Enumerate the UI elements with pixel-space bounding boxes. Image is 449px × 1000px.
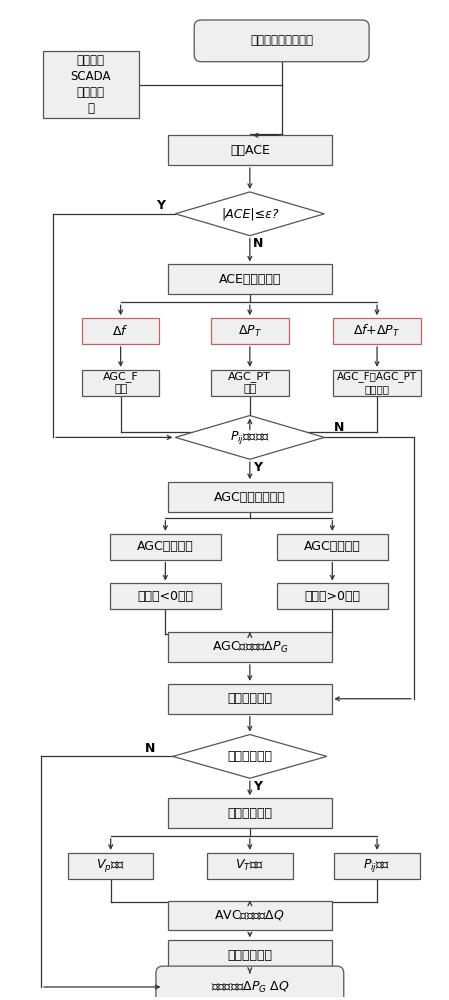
FancyBboxPatch shape [335,853,420,879]
FancyBboxPatch shape [333,370,421,396]
FancyBboxPatch shape [82,318,159,344]
FancyBboxPatch shape [168,135,332,165]
Polygon shape [173,735,327,778]
FancyBboxPatch shape [110,534,221,560]
Text: 是否存在越限: 是否存在越限 [227,750,273,763]
Text: ACE不合格原因: ACE不合格原因 [219,273,281,286]
Text: $P_{ij}$是否重载: $P_{ij}$是否重载 [230,429,270,446]
FancyBboxPatch shape [168,482,332,512]
Text: AGC调节量：$\Delta P_G$: AGC调节量：$\Delta P_G$ [211,640,288,655]
FancyBboxPatch shape [110,583,221,609]
FancyBboxPatch shape [168,901,332,930]
Text: 潮流计算校验: 潮流计算校验 [227,692,273,705]
Text: $\Delta f$+$\Delta P_T$: $\Delta f$+$\Delta P_T$ [353,323,401,339]
Text: 灵敏度<0优先: 灵敏度<0优先 [137,590,194,603]
Text: Y: Y [253,780,262,793]
Text: AGC减小出力: AGC减小出力 [304,540,361,553]
FancyBboxPatch shape [211,370,289,396]
Text: 产生越限变量: 产生越限变量 [227,807,273,820]
Text: 上一控制层级基准値: 上一控制层级基准値 [250,34,313,47]
Text: N: N [334,421,344,434]
FancyBboxPatch shape [168,940,332,970]
Text: AGC_F
动作: AGC_F 动作 [103,371,139,394]
Text: 计算ACE: 计算ACE [230,144,270,157]
Text: $P_{ij}$越限: $P_{ij}$越限 [363,857,391,874]
Text: N: N [253,237,263,250]
FancyBboxPatch shape [207,853,293,879]
FancyBboxPatch shape [277,534,388,560]
Text: AGC增加出力: AGC增加出力 [137,540,194,553]
FancyBboxPatch shape [168,264,332,294]
Polygon shape [175,416,324,459]
Polygon shape [175,192,324,236]
FancyBboxPatch shape [194,20,369,62]
FancyBboxPatch shape [43,51,139,118]
FancyBboxPatch shape [211,318,289,344]
FancyBboxPatch shape [277,583,388,609]
FancyBboxPatch shape [82,370,159,396]
FancyBboxPatch shape [333,318,421,344]
Text: 输出指令：$\Delta P_G$ $\Delta Q$: 输出指令：$\Delta P_G$ $\Delta Q$ [211,979,289,995]
Text: AVC调节量：$\Delta Q$: AVC调节量：$\Delta Q$ [215,908,285,922]
Text: 潮流计算校验: 潮流计算校验 [227,949,273,962]
FancyBboxPatch shape [168,632,332,662]
Text: 负荷扰动
SCADA
实时测量
値: 负荷扰动 SCADA 实时测量 値 [70,54,111,115]
Text: $\Delta f$: $\Delta f$ [112,324,129,338]
FancyBboxPatch shape [156,966,344,1000]
FancyBboxPatch shape [168,684,332,714]
FancyBboxPatch shape [68,853,154,879]
Text: N: N [145,742,156,755]
Text: $V_p$越限: $V_p$越限 [96,857,125,874]
Text: AGC_F、AGC_PT
同时动作: AGC_F、AGC_PT 同时动作 [337,371,417,394]
Text: 灵敏度>0优先: 灵敏度>0优先 [304,590,361,603]
FancyBboxPatch shape [168,798,332,828]
Text: $\Delta P_T$: $\Delta P_T$ [238,324,262,339]
Text: $V_T$越限: $V_T$越限 [235,858,264,873]
Text: AGC_PT
动作: AGC_PT 动作 [229,371,271,394]
Text: Y: Y [253,461,262,474]
Text: Y: Y [156,199,165,212]
Text: AGC出力改变方向: AGC出力改变方向 [214,491,286,504]
Text: |ACE|≤ε?: |ACE|≤ε? [221,207,278,220]
